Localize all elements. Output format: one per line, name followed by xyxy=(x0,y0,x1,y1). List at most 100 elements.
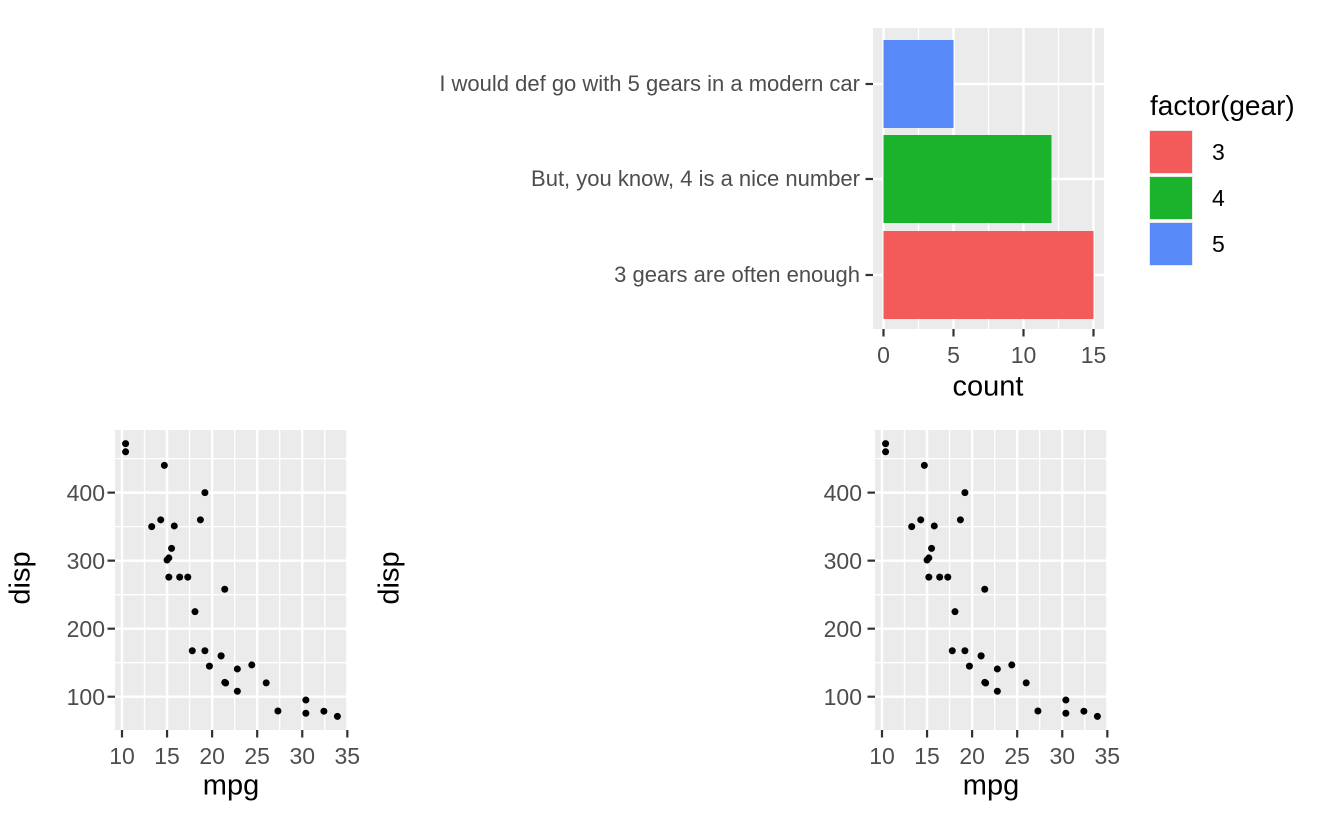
legend-label-5: 5 xyxy=(1212,231,1225,257)
scatter-point xyxy=(191,608,199,616)
scatter-point xyxy=(961,647,969,655)
scatter-point xyxy=(157,516,165,524)
scatter-point xyxy=(274,707,282,715)
scatter-right-yaxis-title: disp xyxy=(373,551,406,605)
scatter-point xyxy=(262,679,270,687)
scatter-point xyxy=(163,556,171,564)
scatter-point xyxy=(160,461,168,469)
scatter-point xyxy=(302,709,310,717)
scatter-point xyxy=(168,544,176,552)
legend-swatch-4 xyxy=(1149,176,1193,220)
bar-category-label-1: But, you know, 4 is a nice number xyxy=(531,166,860,191)
tick-label: 25 xyxy=(244,743,270,769)
scatter-point xyxy=(1080,707,1088,715)
legend-key-row: 4 xyxy=(1149,176,1225,220)
scatter-point xyxy=(320,707,328,715)
scatter-point xyxy=(217,652,225,660)
scatter-point xyxy=(122,440,130,448)
legend-label-3: 3 xyxy=(1212,139,1225,165)
tick-label: 15 xyxy=(1080,342,1107,368)
tick-label: 10 xyxy=(869,743,895,769)
tick-label: 300 xyxy=(823,547,862,574)
scatter-point xyxy=(1022,679,1030,687)
scatter-point xyxy=(920,461,928,469)
scatter-point xyxy=(221,678,229,686)
scatter-point xyxy=(1008,661,1016,669)
scatter-point xyxy=(882,440,890,448)
scatter-point xyxy=(184,573,192,581)
legend: 3 4 5 xyxy=(1149,130,1225,266)
bar-category-label-2: 3 gears are often enough xyxy=(614,262,860,287)
scatter-point xyxy=(148,523,156,531)
scatter-point xyxy=(248,661,256,669)
scatter-point xyxy=(993,665,1001,673)
scatter-point xyxy=(188,647,196,655)
scatter-point xyxy=(882,448,890,456)
scatter-point xyxy=(930,522,938,530)
scatter-point xyxy=(1062,709,1070,717)
tick-label: 10 xyxy=(109,743,135,769)
scatter-point xyxy=(936,573,944,581)
bar-xaxis-title: count xyxy=(952,370,1024,403)
tick-label: 30 xyxy=(1049,743,1076,769)
tick-label: 5 xyxy=(947,342,960,368)
tick-label: 100 xyxy=(823,683,862,710)
legend-title: factor(gear) xyxy=(1150,90,1295,121)
legend-swatch-3 xyxy=(1149,130,1193,174)
tick-label: 25 xyxy=(1004,743,1030,769)
tick-label: 400 xyxy=(66,479,105,506)
tick-label: 0 xyxy=(877,342,890,368)
legend-key-row: 3 xyxy=(1149,130,1225,174)
scatter-point xyxy=(221,585,229,593)
scatter-right-xaxis-title: mpg xyxy=(962,769,1020,802)
scatter-point xyxy=(948,647,956,655)
tick-label: 300 xyxy=(66,547,105,574)
scatter-point xyxy=(196,516,204,524)
scatter-point xyxy=(201,489,209,497)
scatter-point xyxy=(908,523,916,531)
panel-bg xyxy=(875,430,1108,730)
bar-category-label-0: I would def go with 5 gears in a modern … xyxy=(439,71,860,96)
scatter-point xyxy=(1034,707,1042,715)
legend-key-row: 5 xyxy=(1149,222,1225,266)
scatter-point xyxy=(923,556,931,564)
scatter-point xyxy=(981,678,989,686)
scatter-point xyxy=(977,652,985,660)
scatter-point xyxy=(302,696,310,704)
scatter-point xyxy=(201,647,209,655)
tick-label: 20 xyxy=(199,743,225,769)
scatter-point xyxy=(928,544,936,552)
scatter-point xyxy=(965,662,973,670)
legend-label-4: 4 xyxy=(1212,185,1225,211)
panel-bg xyxy=(115,430,348,730)
scatter-left-xaxis-title: mpg xyxy=(202,769,260,802)
scatter-point xyxy=(993,687,1001,695)
tick-label: 200 xyxy=(66,615,105,642)
tick-label: 35 xyxy=(1094,743,1121,769)
scatter-point xyxy=(1093,712,1101,720)
scatter-point xyxy=(1062,696,1070,704)
scatter-point xyxy=(925,573,933,581)
scatter-point xyxy=(233,687,241,695)
scatter-point xyxy=(944,573,952,581)
scatter-point xyxy=(917,516,925,524)
tick-label: 30 xyxy=(289,743,316,769)
tick-label: 200 xyxy=(823,615,862,642)
scatter-point xyxy=(961,489,969,497)
scatter-point xyxy=(951,608,959,616)
scatter-point xyxy=(176,573,184,581)
bar-segment-3 xyxy=(883,231,1094,319)
scatter-point xyxy=(205,662,213,670)
scatter-point xyxy=(233,665,241,673)
scatter-point xyxy=(981,585,989,593)
tick-label: 35 xyxy=(334,743,361,769)
scatter-point xyxy=(165,573,173,581)
scatter-point xyxy=(956,516,964,524)
tick-label: 400 xyxy=(823,479,862,506)
scatter-point xyxy=(170,522,178,530)
tick-label: 10 xyxy=(1010,342,1037,368)
legend-swatch-5 xyxy=(1149,222,1193,266)
tick-label: 15 xyxy=(154,743,180,769)
